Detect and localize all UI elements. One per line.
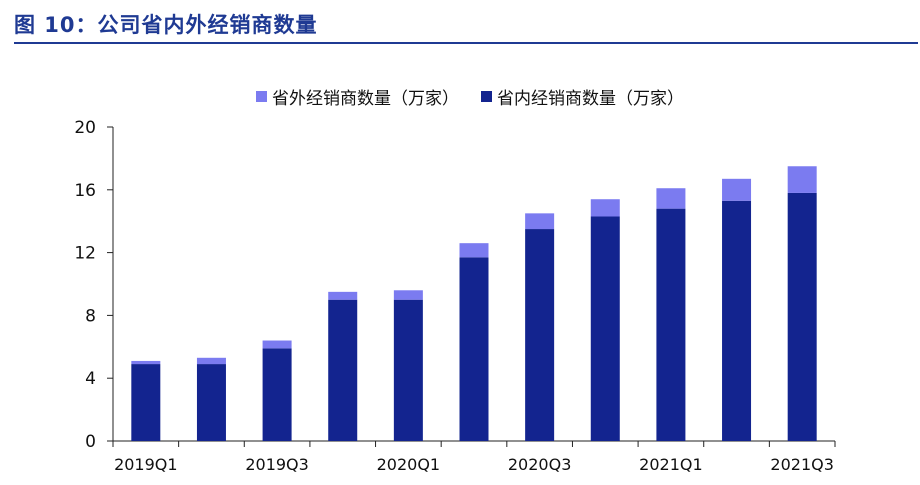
x-tick-label: 2019Q3 [245,455,309,474]
bar-inside-2020Q3 [525,229,555,441]
x-tick-label: 2021Q3 [770,455,834,474]
legend-label-outside: 省外经销商数量（万家） [272,89,459,109]
x-tick-label: 2021Q1 [639,455,703,474]
bar-outside-2020Q1 [393,290,423,300]
bar-inside-2021Q3 [787,192,817,441]
bar-inside-2020Q1 [393,299,423,441]
y-tick-label: 4 [85,369,96,389]
bar-inside-2020Q2 [459,257,489,441]
bar-outside-2019Q4 [328,291,358,300]
bar-inside-2019Q1 [131,364,161,441]
figure-title: 图 10：公司省内外经销商数量 [14,13,318,37]
title-underline [14,42,918,44]
legend-item-inside: 省内经销商数量（万家） [481,84,684,109]
bar-outside-2020Q3 [525,213,555,230]
figure-header: 图 10：公司省内外经销商数量 [0,0,920,44]
bar-inside-2019Q3 [262,348,292,441]
x-tick-label: 2020Q1 [377,455,441,474]
legend-swatch-inside [481,91,492,102]
y-tick-label: 20 [74,118,96,138]
bar-outside-2020Q4 [590,199,620,217]
bar-inside-2019Q4 [328,299,358,441]
y-tick-label: 16 [74,181,96,201]
bar-outside-2019Q1 [131,360,161,365]
legend-item-outside: 省外经销商数量（万家） [256,84,459,109]
bar-inside-2021Q1 [656,208,686,441]
bar-inside-2021Q2 [722,200,752,441]
legend-label-inside: 省内经销商数量（万家） [497,89,684,109]
bar-outside-2020Q2 [459,243,489,258]
legend-swatch-outside [256,91,267,102]
y-tick-label: 0 [85,432,96,452]
y-tick-label: 12 [74,244,96,264]
bar-outside-2021Q3 [787,166,817,193]
bar-outside-2021Q1 [656,188,686,209]
x-tick-label: 2020Q3 [508,455,572,474]
x-tick-label: 2019Q1 [114,455,178,474]
bar-inside-2020Q4 [590,216,620,441]
bar-outside-2019Q2 [196,357,226,365]
y-tick-label: 8 [85,306,96,326]
bar-inside-2019Q2 [196,364,226,441]
bar-outside-2021Q2 [722,178,752,201]
bar-outside-2019Q3 [262,340,292,349]
chart-legend: 省外经销商数量（万家） 省内经销商数量（万家） [256,84,684,109]
